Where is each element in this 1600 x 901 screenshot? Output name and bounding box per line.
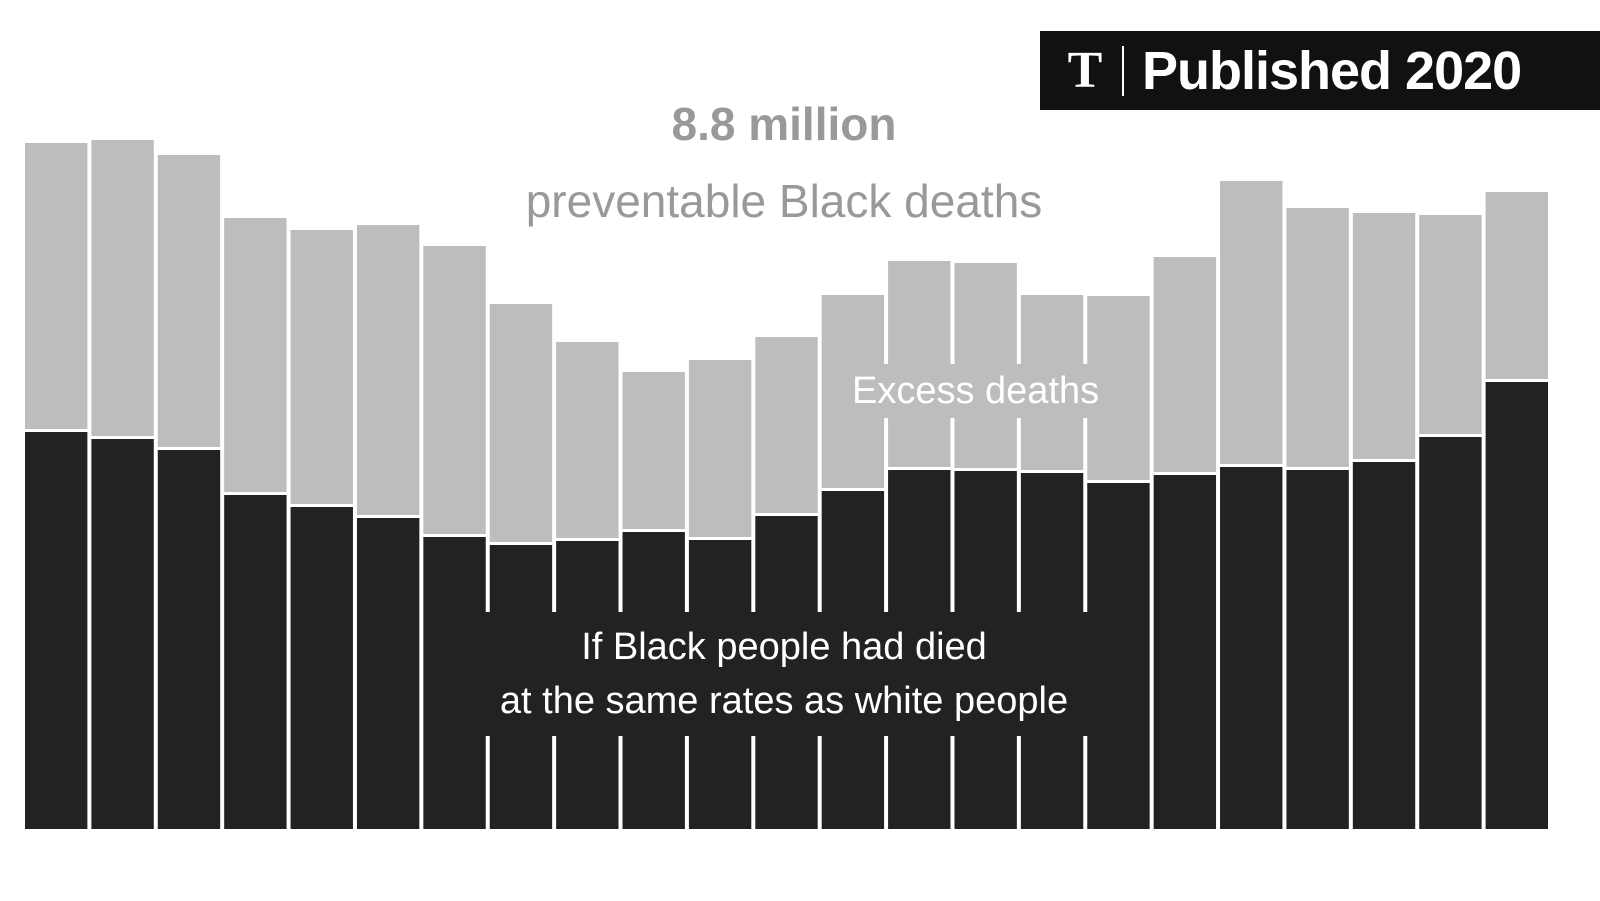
bar-segment [91, 140, 154, 436]
bar-segment [755, 337, 818, 513]
bar-segment [556, 342, 619, 538]
bar-segment [1286, 208, 1349, 467]
bar-segment [356, 518, 420, 829]
bar-segment [1352, 213, 1416, 459]
bar-segment [1220, 467, 1283, 829]
series-label: Excess deaths [840, 364, 1112, 418]
bar-segment [423, 246, 486, 534]
bar-segment [290, 230, 353, 504]
publish-badge: T Published 2020 [1040, 31, 1600, 110]
bar-segment [25, 432, 88, 829]
bar-segment [290, 507, 353, 829]
bar-segment [1153, 475, 1217, 829]
bar-segment [1352, 462, 1416, 829]
bar-segment [157, 155, 221, 447]
bar-segment [91, 439, 154, 829]
logo: T [1067, 42, 1103, 99]
bar-segment [224, 218, 287, 492]
bar-segment [25, 143, 88, 429]
bar-segment [1419, 215, 1482, 434]
chart-subtitle: preventable Black deaths [525, 175, 1043, 227]
badge-text: Published 2020 [1142, 40, 1522, 101]
headline: 8.8 million preventable Black deaths [384, 78, 1184, 250]
bar-segment [1286, 470, 1349, 829]
bar-segment [622, 372, 685, 529]
bar-segment [1220, 181, 1283, 464]
bar-segment [489, 304, 553, 542]
bar-segment [688, 360, 752, 537]
chart-title: 8.8 million [671, 98, 897, 150]
bar-segment [1485, 192, 1548, 379]
bar-segment [224, 495, 287, 829]
series-label: If Black people had died at the same rat… [462, 612, 1106, 736]
bar-segment [1485, 382, 1548, 829]
bar-segment [1419, 437, 1482, 829]
bar-segment [356, 225, 420, 515]
separator [1122, 45, 1124, 96]
bar-segment [1153, 257, 1217, 472]
bar-segment [157, 450, 221, 829]
